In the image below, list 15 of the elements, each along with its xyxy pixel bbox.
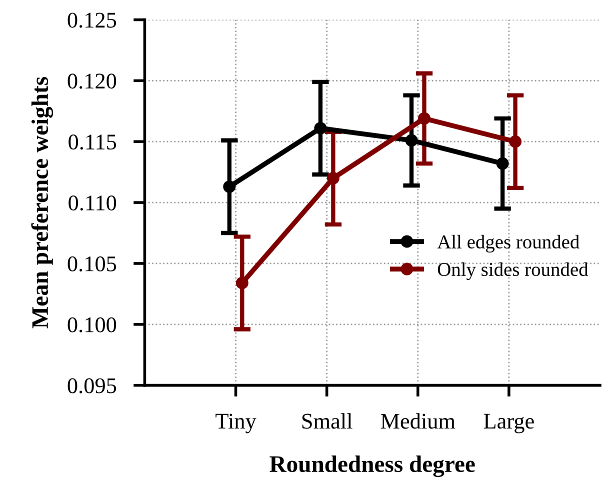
y-tick-label: 0.110	[68, 195, 116, 211]
x-tick-label: Large	[484, 414, 534, 434]
x-tick-label: Tiny	[216, 414, 256, 434]
y-tick-label: 0.105	[68, 256, 116, 272]
y-tick-label: 0.100	[68, 317, 116, 332]
x-axis-title: Roundedness degree	[270, 455, 475, 478]
x-tick-label: Medium	[380, 413, 456, 429]
y-tick-label: 0.115	[68, 134, 116, 150]
legend-label: Only sides rounded	[438, 262, 588, 280]
y-tick-label: 0.120	[68, 74, 116, 89]
y-tick-label: 0.095	[68, 378, 116, 394]
y-axis-title: Mean preference weights	[31, 77, 54, 328]
y-tick-label: 0.125	[68, 12, 116, 28]
x-tick-label: Small	[302, 413, 352, 429]
legend-label: All edges rounded	[437, 234, 580, 253]
